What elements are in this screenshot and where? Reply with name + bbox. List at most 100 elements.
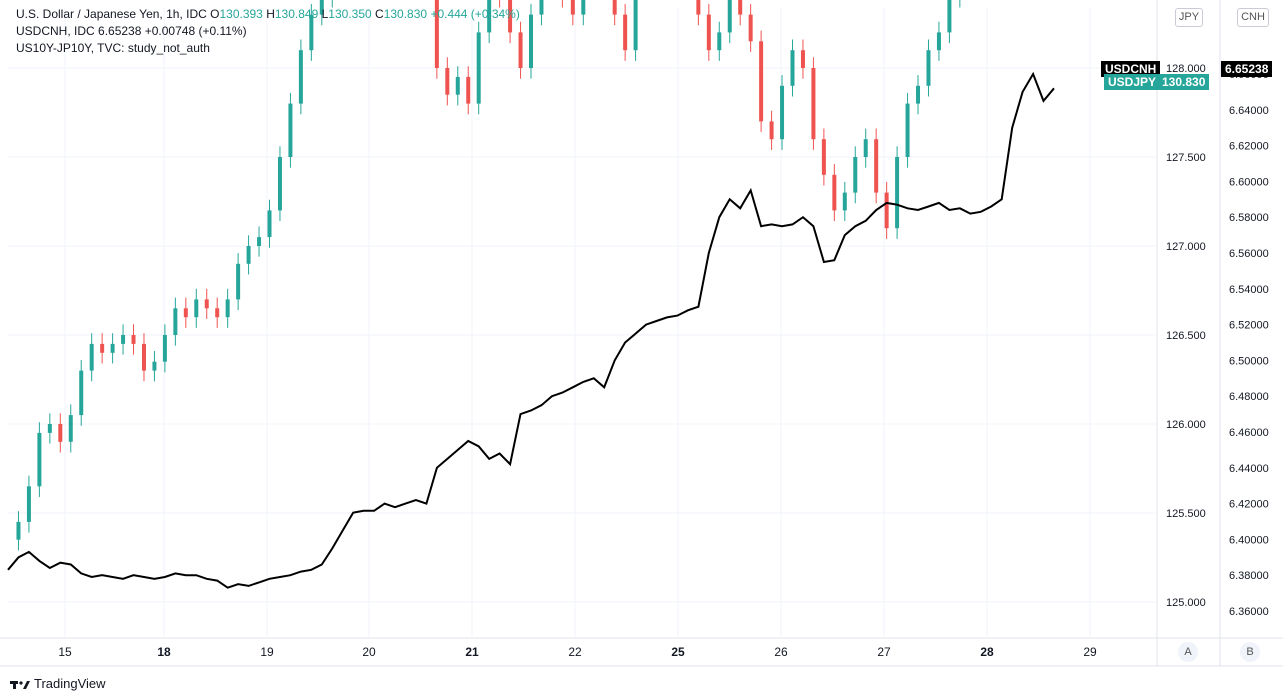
usdjpy-candle xyxy=(916,85,921,104)
usdjpy-candle xyxy=(738,0,743,15)
usdjpy-candle xyxy=(89,343,94,371)
scale-b-button[interactable]: B xyxy=(1240,642,1260,662)
usdjpy-candle xyxy=(936,32,941,51)
usdjpy-candle xyxy=(110,343,115,353)
usdcnh-name-tag: USDCNH xyxy=(1101,61,1161,77)
legend-spread: US10Y-JP10Y, TVC: study_not_auth xyxy=(16,41,210,55)
usdjpy-candle xyxy=(508,0,513,33)
usdjpy-candle xyxy=(47,424,52,433)
jpy-tick-label: 125.500 xyxy=(1166,508,1206,520)
scale-a-button[interactable]: A xyxy=(1178,642,1198,662)
usdjpy-candle xyxy=(236,263,241,300)
usdjpy-candle xyxy=(612,0,617,15)
usdjpy-candle xyxy=(633,0,638,51)
usdcnh-line xyxy=(7,71,1055,589)
usdjpy-candle xyxy=(842,192,847,211)
usdjpy-candle xyxy=(800,50,805,68)
usdjpy-candle xyxy=(529,14,533,69)
usdjpy-candle xyxy=(476,32,481,104)
legend-usdcnh: USDCNH, IDC 6.65238 +0.00748 (+0.11%) xyxy=(16,24,247,38)
usdjpy-candle xyxy=(204,299,209,309)
jpy-tick-label: 126.000 xyxy=(1166,419,1206,431)
usdjpy-candle xyxy=(183,308,188,318)
cnh-tick-label: 6.60000 xyxy=(1229,176,1269,188)
usdjpy-candle xyxy=(832,174,837,211)
usdjpy-candle xyxy=(298,50,303,104)
time-tick-label: 29 xyxy=(1083,645,1097,659)
time-tick-label: 25 xyxy=(671,645,685,659)
usdjpy-candle xyxy=(309,14,314,51)
jpy-tick-label: 127.000 xyxy=(1166,241,1206,253)
usdjpy-candle xyxy=(58,424,63,442)
usdjpy-candle xyxy=(246,246,251,264)
usdjpy-candle xyxy=(623,14,628,51)
usdjpy-candle xyxy=(131,335,136,344)
tradingview-brand[interactable]: TradingView xyxy=(10,676,106,691)
usdjpy-candle xyxy=(162,335,167,362)
usdjpy-candle xyxy=(863,139,868,157)
usdjpy-candle xyxy=(570,0,575,15)
cnh-tick-label: 6.64000 xyxy=(1229,105,1269,117)
cnh-tick-label: 6.54000 xyxy=(1229,284,1269,296)
usdjpy-candle xyxy=(706,14,711,51)
cnh-tick-label: 6.38000 xyxy=(1229,570,1269,582)
time-tick-label: 18 xyxy=(157,645,171,659)
usdjpy-candle xyxy=(288,103,293,157)
usdjpy-candle xyxy=(884,192,889,229)
usdjpy-name-tag: USDJPY xyxy=(1104,74,1161,90)
usdjpy-price-tag: 130.830 xyxy=(1158,74,1210,90)
jpy-scale-label[interactable]: JPY xyxy=(1175,8,1203,27)
usdjpy-candle xyxy=(874,139,879,193)
usdjpy-candle xyxy=(16,521,21,540)
time-tick-label: 19 xyxy=(260,645,274,659)
usdjpy-candle xyxy=(487,0,492,33)
usdjpy-candle xyxy=(696,0,701,15)
usdjpy-candle xyxy=(748,14,753,42)
usdjpy-candle xyxy=(68,415,73,442)
tradingview-logo-icon xyxy=(10,680,30,689)
time-tick-label: 20 xyxy=(362,645,376,659)
usdjpy-candle xyxy=(173,308,178,335)
cnh-tick-label: 6.62000 xyxy=(1229,141,1269,153)
usdjpy-candle xyxy=(717,32,722,51)
cnh-tick-label: 6.52000 xyxy=(1229,320,1269,332)
cnh-scale-label[interactable]: CNH xyxy=(1237,8,1269,27)
usdjpy-candle xyxy=(455,76,460,95)
usdjpy-candle xyxy=(895,157,900,229)
cnh-tick-label: 6.56000 xyxy=(1229,248,1269,260)
usdjpy-candle xyxy=(518,32,523,68)
legend-usdjpy: U.S. Dollar / Japanese Yen, 1h, IDC O130… xyxy=(16,7,520,21)
usdjpy-candle xyxy=(37,432,42,487)
usdjpy-candle xyxy=(121,335,126,344)
time-tick-label: 26 xyxy=(774,645,788,659)
cnh-tick-label: 6.58000 xyxy=(1229,212,1269,224)
usdjpy-candle xyxy=(141,343,146,371)
usdjpy-candle xyxy=(79,370,84,416)
usdjpy-candle xyxy=(267,210,272,238)
usdjpy-candle xyxy=(947,0,952,33)
usdcnh-price-tag: 6.65238 xyxy=(1221,61,1273,77)
usdjpy-candle xyxy=(581,0,586,15)
cnh-tick-label: 6.48000 xyxy=(1229,391,1269,403)
cnh-tick-label: 6.46000 xyxy=(1229,427,1269,439)
time-tick-label: 22 xyxy=(568,645,582,659)
time-tick-label: 21 xyxy=(465,645,479,659)
usdjpy-candle xyxy=(434,0,439,68)
usdjpy-candle xyxy=(905,103,910,157)
time-tick-label: 15 xyxy=(58,645,72,659)
usdjpy-candle xyxy=(277,157,282,211)
cnh-tick-label: 6.50000 xyxy=(1229,355,1269,367)
usdjpy-candle xyxy=(100,343,105,353)
usdjpy-candle xyxy=(759,41,764,122)
usdjpy-candle xyxy=(466,76,471,104)
jpy-tick-label: 126.500 xyxy=(1166,330,1206,342)
usdjpy-candle xyxy=(821,139,826,175)
usdjpy-candle xyxy=(152,361,157,371)
usdjpy-candle xyxy=(539,0,544,15)
usdjpy-candle xyxy=(727,0,732,33)
time-tick-label: 27 xyxy=(877,645,891,659)
usdjpy-candle xyxy=(319,0,324,15)
usdjpy-candle xyxy=(853,157,858,193)
cnh-tick-label: 6.36000 xyxy=(1229,606,1269,618)
